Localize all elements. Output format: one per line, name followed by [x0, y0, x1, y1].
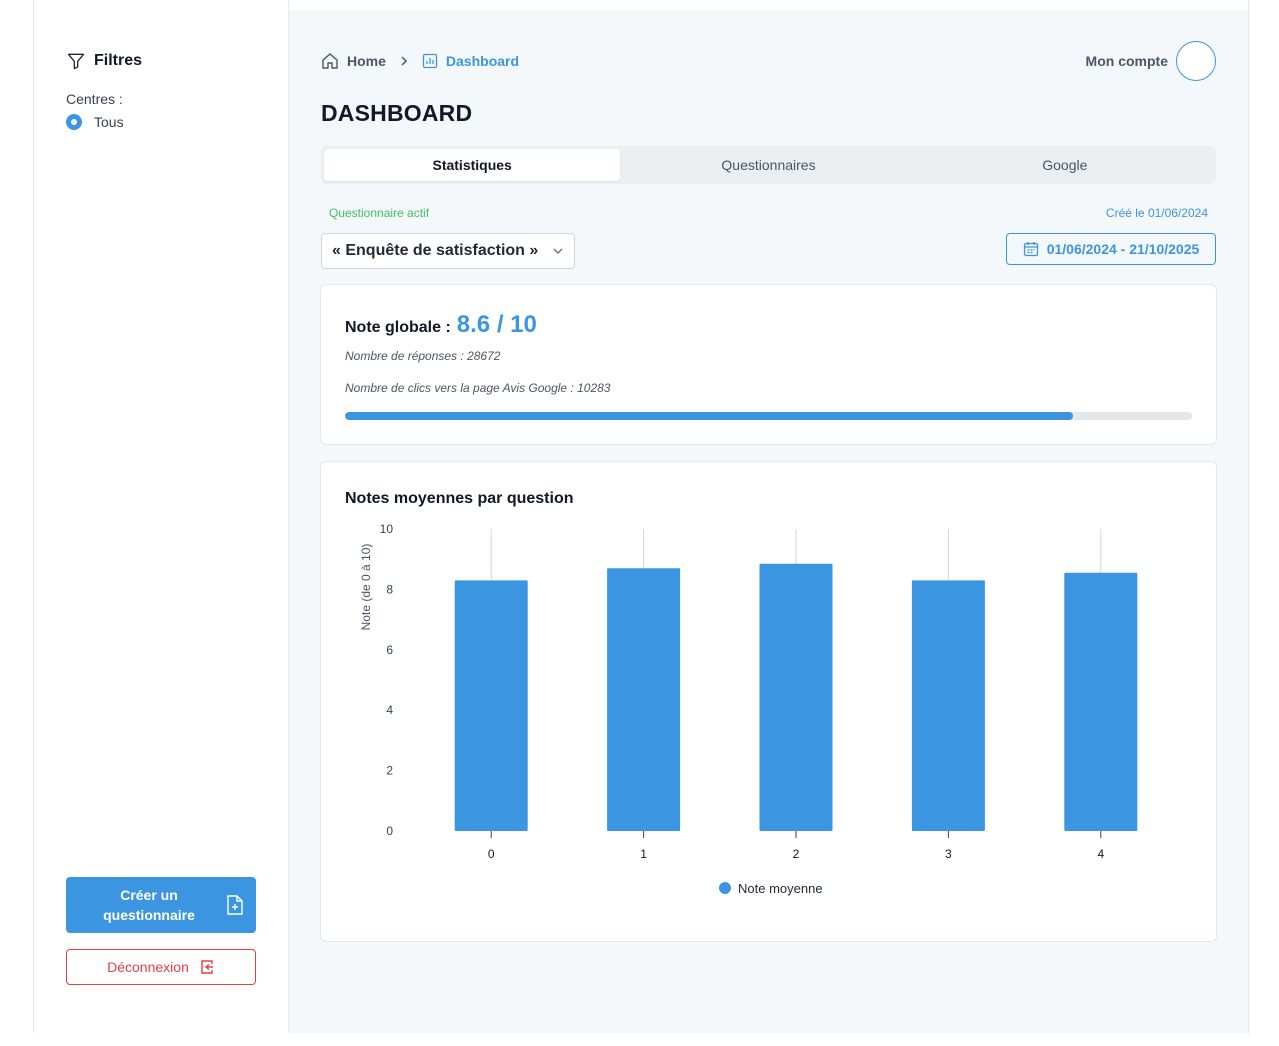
logout-icon	[201, 960, 213, 974]
y-tick-label: 6	[386, 643, 393, 657]
centre-option-tous[interactable]: Tous	[66, 114, 124, 130]
breadcrumb-dashboard[interactable]: Dashboard	[422, 53, 519, 69]
y-tick-label: 0	[386, 824, 393, 838]
filters-title: Filtres	[94, 52, 143, 69]
y-tick-label: 8	[386, 582, 393, 596]
account-menu[interactable]: Mon compte	[1086, 41, 1216, 81]
responses-count: Nombre de réponses : 28672	[345, 349, 501, 363]
create-questionnaire-label: Créer un questionnaire	[103, 887, 195, 923]
page-title: DASHBOARD	[321, 100, 473, 126]
score-progress-fill	[345, 412, 1074, 420]
legend-marker	[719, 882, 731, 894]
home-icon	[322, 53, 338, 69]
google-clicks-count: Nombre de clics vers la page Avis Google…	[345, 381, 611, 395]
avatar[interactable]	[1176, 41, 1216, 81]
x-tick-label: 3	[945, 847, 952, 861]
centres-label: Centres :	[66, 91, 123, 107]
centre-option-label: Tous	[94, 114, 124, 130]
score-value: 8.6 / 10	[456, 311, 537, 338]
date-range-value: 01/06/2024 - 21/10/2025	[1046, 241, 1200, 257]
radio-selected-icon[interactable]	[66, 114, 82, 130]
questionnaire-select-value: « Enquête de satisfaction »	[332, 242, 539, 259]
y-tick-label: 10	[380, 522, 394, 536]
breadcrumb-home-label: Home	[347, 53, 386, 69]
bar	[454, 580, 528, 831]
breadcrumb-dashboard-label: Dashboard	[445, 53, 520, 69]
created-date: Créé le 01/06/2024	[1105, 206, 1208, 220]
bar	[759, 563, 833, 831]
filters-header: Filtres	[66, 51, 142, 71]
bar-chart: 0 2 4 6 8 10 Note (de 0 à 10) 0 1 2 3 4 Note moyenne	[359, 522, 1138, 896]
chevron-right-icon	[398, 55, 410, 67]
y-tick-label: 4	[386, 703, 393, 717]
calendar-icon	[1023, 242, 1038, 257]
score-label: Note globale :	[345, 319, 451, 336]
logout-button[interactable]: Déconnexion	[66, 949, 256, 985]
chart-title: Notes moyennes par question	[345, 490, 574, 507]
x-tick-label: 4	[1097, 847, 1104, 861]
bar	[911, 580, 985, 831]
legend-label: Note moyenne	[738, 881, 823, 896]
y-tick-label: 2	[386, 764, 393, 778]
create-questionnaire-button[interactable]: Créer un questionnaire	[66, 877, 256, 933]
tab-bar: Statistiques Questionnaires Google	[321, 146, 1216, 184]
y-axis-label: Note (de 0 à 10)	[359, 544, 373, 631]
account-label: Mon compte	[1085, 53, 1168, 69]
filter-icon	[67, 53, 85, 70]
file-plus-icon	[227, 895, 243, 915]
questionnaire-select[interactable]: « Enquête de satisfaction »	[321, 233, 575, 269]
breadcrumb-home[interactable]: Home	[321, 52, 386, 70]
chart-icon	[422, 53, 438, 69]
x-tick-label: 2	[793, 847, 800, 861]
chevron-down-icon	[553, 248, 563, 254]
x-tick-label: 1	[640, 847, 647, 861]
app-frame	[33, 0, 1249, 1033]
logout-label: Déconnexion	[107, 959, 189, 975]
tab-questionnaires[interactable]: Questionnaires	[721, 157, 816, 173]
tab-statistiques[interactable]: Statistiques	[324, 149, 621, 181]
tab-google[interactable]: Google	[1042, 157, 1088, 173]
x-tick-label: 0	[488, 847, 495, 861]
main-content: Home Dashboard Mon compte DASHBOARD Stat…	[289, 10, 1248, 1033]
score-progress-bar	[345, 412, 1192, 420]
breadcrumb: Home Dashboard	[321, 52, 519, 70]
global-score: Note globale : 8.6 / 10	[345, 311, 537, 339]
questionnaire-status: Questionnaire actif	[329, 206, 430, 220]
chart-card: Notes moyennes par question 0 2 4 6 8 10 Note …	[320, 461, 1217, 942]
bar	[607, 568, 681, 831]
sidebar: Filtres Centres : Tous Créer un question…	[34, 0, 289, 1033]
bar	[1064, 572, 1138, 831]
date-range-picker[interactable]: 01/06/2024 - 21/10/2025	[1006, 233, 1216, 265]
summary-card: Note globale : 8.6 / 10 Nombre de répons…	[320, 284, 1217, 445]
